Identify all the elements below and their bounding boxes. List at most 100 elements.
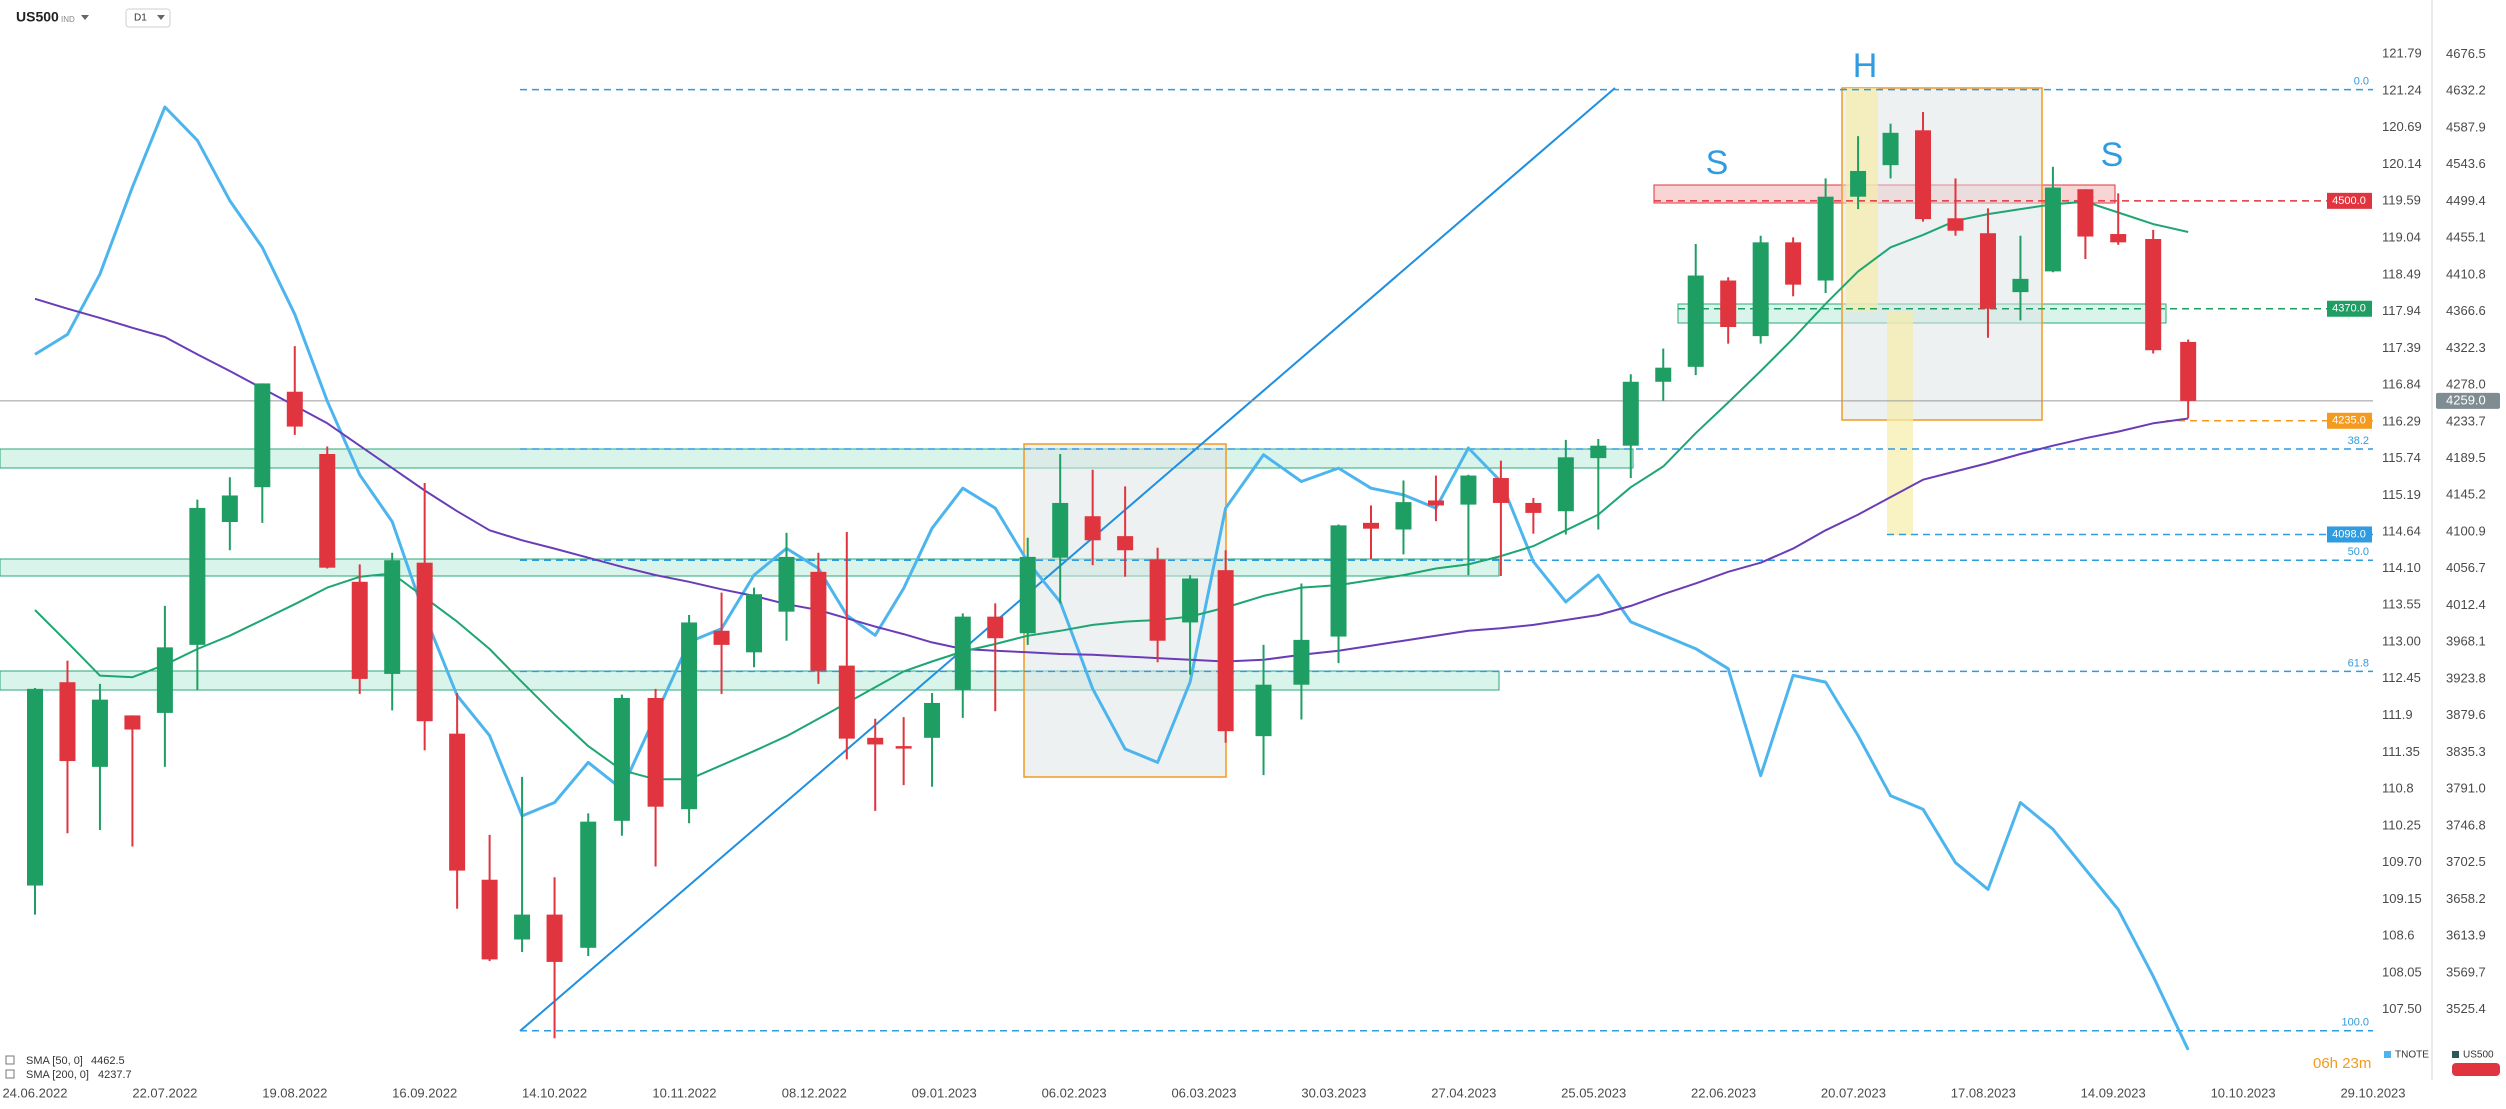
candle-body [681, 622, 698, 810]
legend-label[interactable]: TNOTE [2395, 1050, 2429, 1061]
x-tick-label: 08.12.2022 [782, 1085, 847, 1100]
y-tick-label: 4145.2 [2446, 487, 2486, 502]
candle-body [1882, 132, 1899, 166]
y-tick-label: 3923.8 [2446, 670, 2486, 685]
y-tick-label: 4587.9 [2446, 119, 2486, 134]
candle-body [1363, 522, 1379, 529]
candle-body [1460, 475, 1477, 505]
pattern-label: S [2101, 136, 2124, 174]
countdown: 06h 23m [2313, 1055, 2371, 1072]
candle-body [1019, 556, 1036, 634]
y-tick-label: 4455.1 [2446, 230, 2486, 245]
y2-tick-label: 108.05 [2382, 964, 2422, 979]
dropdown-arrow[interactable] [81, 15, 89, 20]
candle-body [647, 697, 664, 807]
x-tick-label: 09.01.2023 [912, 1085, 977, 1100]
y-tick-label: 3658.2 [2446, 891, 2486, 906]
x-tick-label: 29.10.2023 [2340, 1085, 2405, 1100]
y2-tick-label: 112.45 [2382, 670, 2421, 685]
timeframe-box[interactable] [125, 8, 171, 28]
y-tick-label: 4499.4 [2446, 193, 2486, 208]
candle-body [1492, 478, 1509, 503]
zone [0, 670, 1500, 691]
indicator-legend: SMA [50, 0] 4462.5 SMA [200, 0] 4237.7 [5, 1055, 132, 1081]
y-tick-label: 4543.6 [2446, 156, 2486, 171]
y2-tick-label: 119.59 [2382, 193, 2421, 208]
fib-label: 50.0 [2348, 546, 2369, 558]
candle-body [580, 821, 597, 948]
candle-body [1525, 502, 1542, 513]
candle-body [1850, 170, 1867, 197]
symbol[interactable]: US500 [16, 9, 59, 25]
y2-tick-label: 110.25 [2382, 817, 2421, 832]
timeframe[interactable]: D1 [134, 13, 147, 24]
pattern-label: S [1706, 144, 1729, 182]
y2-tick-label: 111.35 [2382, 744, 2420, 759]
candle-body [481, 879, 498, 960]
level-label: 4235.0 [2332, 415, 2366, 427]
x-tick-label: 14.10.2022 [522, 1085, 587, 1100]
y2-tick-label: 116.29 [2382, 413, 2421, 428]
legend-label[interactable]: US500 [2463, 1050, 2494, 1061]
y2-tick-label: 115.74 [2382, 450, 2421, 465]
candle-body [254, 383, 271, 488]
x-tick-label: 10.11.2022 [652, 1085, 716, 1100]
fib-label: 100.0 [2341, 1017, 2369, 1029]
candle-body [1217, 570, 1234, 732]
candle-body [1655, 367, 1672, 382]
candle-body [867, 737, 884, 745]
y2-tick-label: 121.79 [2382, 46, 2422, 61]
y2-tick-label: 109.70 [2382, 854, 2422, 869]
x-tick-label: 14.09.2023 [2081, 1085, 2146, 1100]
candle-body [351, 581, 368, 679]
candle-body [156, 647, 173, 713]
y2-tick-label: 113.55 [2382, 597, 2421, 612]
y-tick-label: 4632.2 [2446, 83, 2486, 98]
candle-body [895, 746, 912, 749]
current-price-box [2436, 392, 2500, 409]
y-tick-label: 4189.5 [2446, 450, 2486, 465]
overlay: 0.0 38.2 50.0 61.8 100.0 4259.0 4500.0 4370.0 42… [1706, 47, 2500, 1029]
instrument-button[interactable] [2452, 1063, 2500, 1076]
candle-body [713, 630, 730, 645]
level-box [2327, 192, 2372, 209]
y-tick-label: 3791.0 [2446, 781, 2486, 796]
y2-tick-label: 117.39 [2382, 340, 2421, 355]
drawings [0, 0, 2433, 1080]
candle-body [1182, 578, 1199, 623]
x-tick-label: 22.07.2022 [132, 1085, 197, 1100]
y-tick-label: 4100.9 [2446, 524, 2486, 539]
zone [0, 448, 1634, 469]
y-tick-label: 4410.8 [2446, 266, 2486, 281]
level-label: 4370.0 [2332, 303, 2366, 315]
candle-body [124, 715, 141, 730]
candle-body [924, 702, 941, 738]
series-line [34, 297, 2189, 663]
y-tick-label: 3613.9 [2446, 928, 2486, 943]
x-tick-label: 16.09.2022 [392, 1085, 457, 1100]
legend-icon[interactable] [5, 1055, 15, 1065]
legend-swatch [2384, 1051, 2391, 1058]
candle-body [2180, 341, 2197, 401]
candle-body [954, 616, 971, 690]
y-tick-label: 3702.5 [2446, 854, 2486, 869]
level-box [2327, 300, 2372, 317]
candle-body [2110, 234, 2127, 243]
candle-body [27, 688, 43, 886]
candle-body [1947, 218, 1964, 231]
legend-icon[interactable] [5, 1069, 15, 1079]
candle-body [546, 914, 563, 962]
y2-tick-label: 114.10 [2382, 560, 2421, 575]
candle-body [2012, 278, 2029, 293]
y2-tick-label: 111.9 [2382, 707, 2413, 722]
y-tick-label: 4322.3 [2446, 340, 2486, 355]
y2-tick-label: 107.50 [2382, 1001, 2422, 1016]
y2-tick-label: 114.64 [2382, 524, 2421, 539]
candle-body [1590, 445, 1607, 459]
candle-body [778, 556, 795, 612]
toolbar: US500 IND D1 [16, 8, 171, 28]
y2-tick-label: 110.8 [2382, 781, 2414, 796]
dropdown-arrow[interactable] [157, 15, 165, 20]
x-tick-label: 10.10.2023 [2211, 1085, 2276, 1100]
y2-tick-label: 117.94 [2382, 303, 2421, 318]
